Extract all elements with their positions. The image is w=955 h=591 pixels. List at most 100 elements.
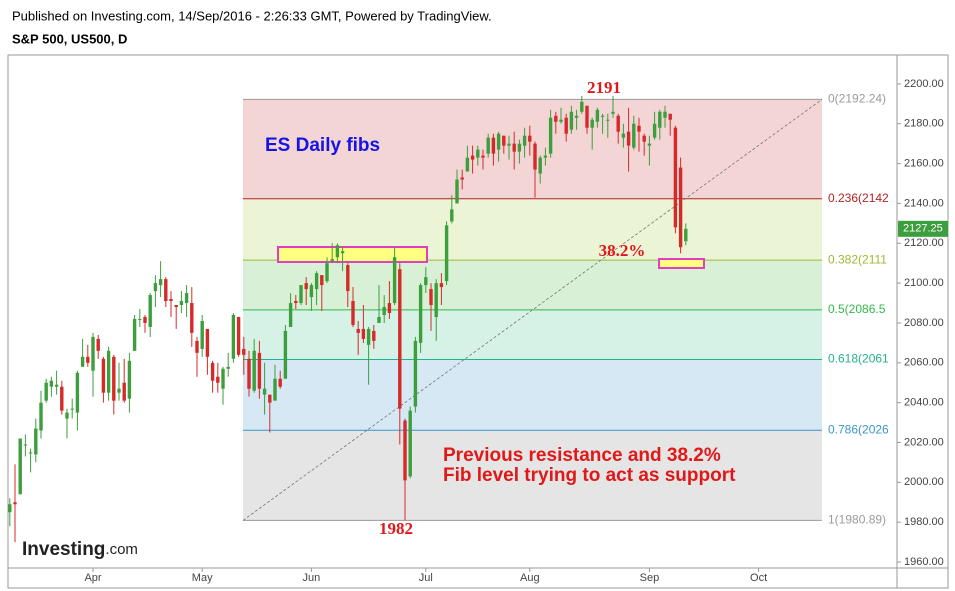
candle-body [252, 350, 256, 391]
candle-body [616, 115, 620, 132]
candle-body [668, 113, 672, 120]
candle-body [330, 259, 334, 262]
candle-body [470, 155, 475, 160]
candle-body [127, 360, 132, 399]
candle-body [632, 123, 636, 148]
candle-body [413, 340, 418, 407]
candle-body [377, 316, 381, 323]
candle-body [652, 123, 657, 138]
candle-body [496, 133, 501, 150]
x-tick-label: Sep [640, 572, 660, 584]
candle-body [294, 301, 298, 304]
candle-body [236, 316, 241, 355]
candle-body [465, 157, 470, 172]
candle-body [28, 452, 33, 454]
fib-band [243, 359, 822, 431]
candle-body [450, 209, 454, 222]
candle-body [268, 394, 272, 403]
candle-body [543, 155, 548, 158]
candle-body [143, 316, 147, 323]
candle-body [283, 330, 288, 379]
candle-body [595, 109, 600, 122]
candle-body [439, 283, 444, 288]
candle-body [86, 356, 90, 363]
fib-label: 0.5(2086.5 [828, 302, 886, 316]
candle-body [314, 273, 319, 290]
candle-body [278, 378, 282, 387]
candle-body [346, 265, 350, 292]
annotation: Fib level trying to act as support [443, 465, 736, 486]
candle-body [91, 336, 95, 371]
fib-band [243, 260, 822, 310]
candle-body [564, 117, 568, 134]
candle-body [366, 328, 371, 345]
candle-body [548, 117, 553, 154]
candle-body [658, 111, 662, 128]
candle-body [80, 356, 85, 367]
candle-body [231, 314, 236, 359]
candle-body [460, 177, 464, 180]
x-tick-label: Apr [84, 572, 101, 584]
candle-body [205, 328, 210, 357]
y-tick-label: 2200.00 [904, 78, 944, 90]
fib-trend [242, 99, 823, 521]
candle-body [49, 380, 54, 387]
candle-body [533, 143, 537, 170]
candle-body [585, 105, 589, 128]
candle-body [101, 358, 106, 393]
candle-body [361, 328, 366, 339]
candle-body [210, 362, 215, 381]
candle-body [195, 340, 199, 353]
candle-body [486, 137, 490, 154]
candle-body [574, 115, 579, 118]
candle-body [273, 378, 277, 401]
candle-body [372, 330, 376, 341]
y-tick-label: 2120.00 [904, 237, 944, 249]
candle-body [262, 388, 267, 395]
x-tick-label: Oct [750, 572, 767, 584]
candle-body [538, 157, 542, 174]
annotation: 1982 [379, 519, 413, 538]
candle-body [13, 502, 17, 505]
candle-body [559, 119, 563, 122]
candle-body [637, 125, 641, 132]
price-tag [898, 220, 948, 237]
candle-body [169, 299, 173, 302]
candle-body [200, 320, 204, 349]
candle-body [138, 318, 142, 320]
candle-body [455, 179, 459, 204]
candle-body [647, 143, 652, 146]
candle-body [621, 133, 626, 138]
candle-body [554, 115, 558, 122]
candle-body [444, 225, 449, 282]
candle-body [424, 277, 428, 286]
fib-label: 0.618(2061 [828, 352, 889, 366]
candle-body [403, 420, 407, 481]
y-tick-label: 2180.00 [904, 118, 944, 130]
plot-area: 0(2192.24) 0.236(2142 0.382(2111 0.5(2086.5… [8, 92, 889, 543]
candle-body [335, 245, 340, 258]
y-tick-label: 1960.00 [904, 556, 944, 568]
fib-band [243, 99, 822, 199]
candle-body [522, 135, 527, 146]
candle-body [356, 328, 360, 333]
candle-body [429, 289, 433, 306]
candle-body [512, 143, 516, 152]
candle-body [299, 285, 303, 304]
logo-brand: Investing [22, 539, 105, 560]
candle-body [158, 279, 163, 286]
candle-body [408, 410, 412, 477]
candle-body [164, 279, 168, 302]
fib-label: 0.786(2026 [828, 422, 889, 436]
candle-body [325, 263, 329, 282]
highlight-box [277, 246, 428, 263]
fib-band [243, 430, 822, 521]
annotation: ES Daily fibs [265, 135, 380, 156]
candle-body [257, 352, 262, 389]
candle-body [340, 251, 345, 254]
y-tick-label: 2000.00 [904, 476, 944, 488]
candle-body [507, 143, 511, 146]
symbol: S&P 500, US500, D [12, 31, 127, 46]
candle-body [288, 303, 293, 327]
